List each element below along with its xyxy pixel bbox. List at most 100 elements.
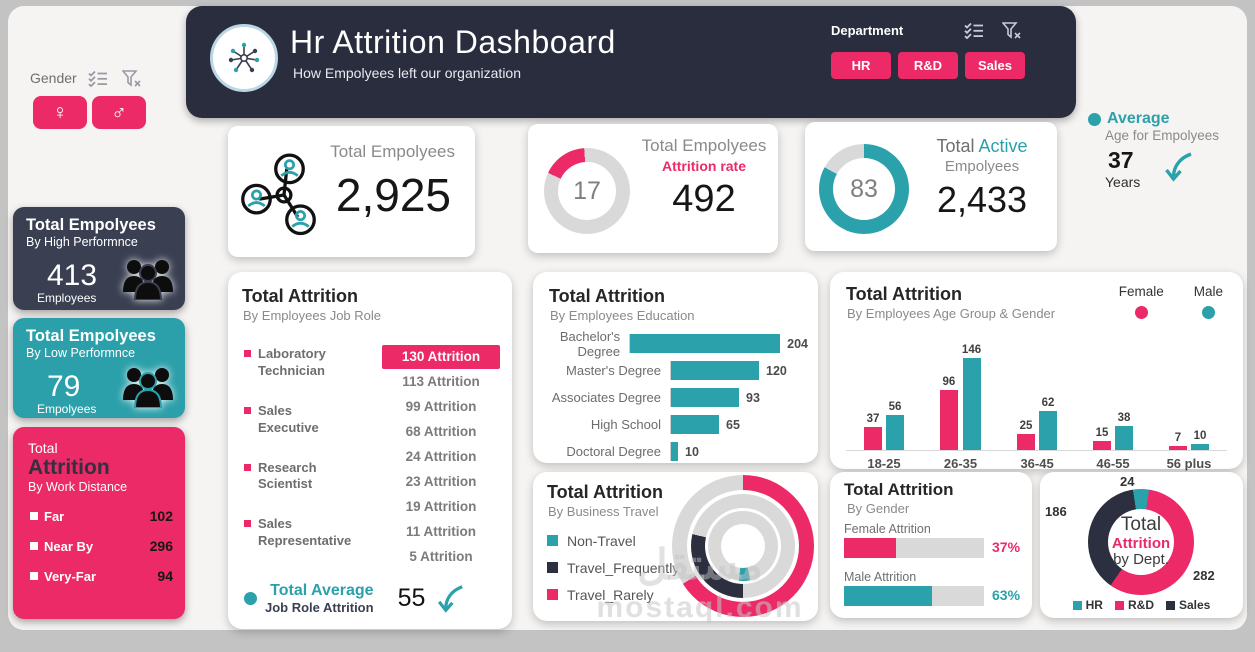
avg-age-title: Average: [1107, 110, 1170, 127]
bullet-square: [244, 463, 251, 471]
department-button-hr[interactable]: HR: [831, 52, 891, 79]
work-distance-row: Far 102: [30, 508, 173, 524]
legend-label: Travel_Frequently: [567, 559, 680, 576]
sales-slice-value: 186: [1045, 504, 1067, 519]
app-logo: [210, 24, 278, 92]
card-subtitle: By Employees Job Role: [243, 308, 382, 323]
attrition-value: 5 Attrition: [409, 549, 473, 564]
category-label: Associates Degree: [551, 390, 661, 405]
attrition-value: 68 Attrition: [405, 424, 477, 439]
role-label: Laboratory Technician: [258, 346, 326, 378]
card-title-line2: Attrition: [28, 456, 110, 479]
bar-value: 62: [1041, 397, 1055, 409]
bar-value: 10: [685, 444, 699, 459]
footer-title: Total Average: [270, 582, 374, 599]
legend-swatch: [1072, 600, 1082, 610]
bar-group: 25 62 36-45: [1017, 397, 1058, 471]
row-label: Near By: [44, 538, 94, 554]
bar-value: 93: [746, 390, 760, 405]
value-unit: Employees: [37, 291, 97, 305]
legend-swatch: [547, 562, 558, 573]
category-label: 46-55: [1096, 456, 1130, 471]
age-bar: [1039, 411, 1058, 450]
kpi-total-employees-card: Total Empolyees 2,925: [228, 126, 475, 257]
avg-age-unit: Years: [1105, 174, 1141, 190]
card-subtitle: By Employees Education: [550, 308, 695, 323]
age-gender-bar-chart: 37 56 18-25 96 146 26-35 25 62 36-45 15 …: [846, 336, 1227, 471]
bar-value: 65: [726, 417, 740, 432]
age-gender-chart-card: Total Attrition By Employees Age Group &…: [830, 272, 1243, 471]
card-title: Total Attrition: [242, 286, 358, 306]
job-role-footer: Total Average Job Role Attrition 55: [244, 582, 504, 615]
card-subtitle: By High Performnce: [26, 235, 138, 249]
department-button-sales[interactable]: Sales: [965, 52, 1025, 79]
kpi-title: Total Empolyees: [330, 142, 455, 161]
avg-age-subtitle: Age for Empolyees: [1105, 128, 1220, 143]
kpi-active-card: 83 Total Active Empolyees 2,433: [805, 122, 1057, 251]
role-label: Research Scientist: [258, 459, 317, 492]
age-bar: [1168, 446, 1187, 450]
female-bar-track: [844, 538, 984, 558]
curved-arrow-icon: [1165, 152, 1192, 182]
ring-percent: 83: [850, 174, 878, 203]
female-percent: 37%: [992, 539, 1021, 555]
category-label: Master's Degree: [566, 363, 661, 378]
male-percent: 63%: [992, 587, 1021, 603]
low-performance-card: Total Empolyees By Low Performnce 79 Emp…: [13, 318, 185, 418]
bar-value: 56: [888, 401, 902, 413]
category-label: 56 plus: [1166, 456, 1212, 471]
card-title: Total Empolyees: [26, 327, 156, 345]
page-subtitle: How Empolyees left our organization: [293, 65, 522, 81]
category-label: Bachelor's Degree: [559, 328, 621, 359]
attrition-ring-chart: 17: [544, 148, 630, 234]
clear-filter-icon[interactable]: [122, 70, 141, 87]
job-role-card: Total Attrition By Employees Job Role La…: [228, 272, 512, 629]
bullet-square: [244, 520, 251, 528]
card-subtitle: By Work Distance: [28, 480, 128, 494]
bullet-square: [30, 512, 38, 520]
clear-filter-icon[interactable]: [1002, 22, 1021, 39]
bullet-dot: [1088, 112, 1101, 126]
attrition-value: 23 Attrition: [405, 474, 477, 489]
business-travel-donut: [672, 475, 814, 617]
kpi-value: 492: [672, 178, 736, 220]
card-title: Total Empolyees: [26, 216, 156, 234]
education-bar: [671, 361, 759, 380]
multi-select-icon[interactable]: [88, 70, 108, 87]
male-bar-label: Male Attrition: [844, 570, 917, 584]
education-bar: [630, 334, 781, 353]
bullet-dot: [244, 592, 257, 605]
work-distance-row: Near By 296: [30, 538, 173, 554]
high-performance-card: Total Empolyees By High Performnce 413 E…: [13, 207, 185, 310]
dept-donut-card: 24 186 282 Total Attrition by Dept. HR R…: [1040, 472, 1243, 618]
row-label: Far: [44, 508, 65, 524]
card-subtitle: By Employees Age Group & Gender: [847, 306, 1056, 321]
dept-donut-chart: Total Attrition by Dept.: [1088, 489, 1194, 595]
row-label: Very-Far: [44, 568, 97, 584]
category-label: 26-35: [943, 456, 978, 471]
hr-slice-value: 24: [1120, 474, 1135, 489]
bullet-square: [30, 542, 38, 550]
department-button-rd[interactable]: R&D: [898, 52, 958, 79]
donut-center-text: Total Attrition by Dept.: [1088, 489, 1194, 595]
avg-age-value: 37: [1108, 147, 1134, 173]
work-distance-row: Very-Far 94: [30, 568, 173, 584]
high-performance-value: 413: [47, 259, 98, 292]
bar-value: 204: [787, 336, 808, 351]
bullet-square: [244, 406, 251, 414]
male-filter-button[interactable]: ♂: [92, 96, 146, 129]
legend-label-male: Male: [1193, 284, 1223, 299]
kpi-title-line2: Empolyees: [944, 158, 1020, 175]
job-role-item: Research Scientist: [244, 460, 372, 494]
low-performance-value: 79: [47, 370, 81, 403]
active-ring-chart: 83: [819, 144, 909, 234]
female-filter-button[interactable]: ♀: [33, 96, 87, 129]
legend-label: Travel_Rarely: [567, 586, 654, 603]
bar-value: 7: [1174, 432, 1182, 444]
male-icon: ♂: [111, 100, 127, 124]
work-distance-card: Total Attrition By Work Distance Far 102…: [13, 427, 185, 619]
multi-select-icon[interactable]: [964, 22, 984, 39]
bar-group: 7 10 56 plus: [1167, 430, 1212, 471]
people-group-icon: [123, 260, 173, 300]
